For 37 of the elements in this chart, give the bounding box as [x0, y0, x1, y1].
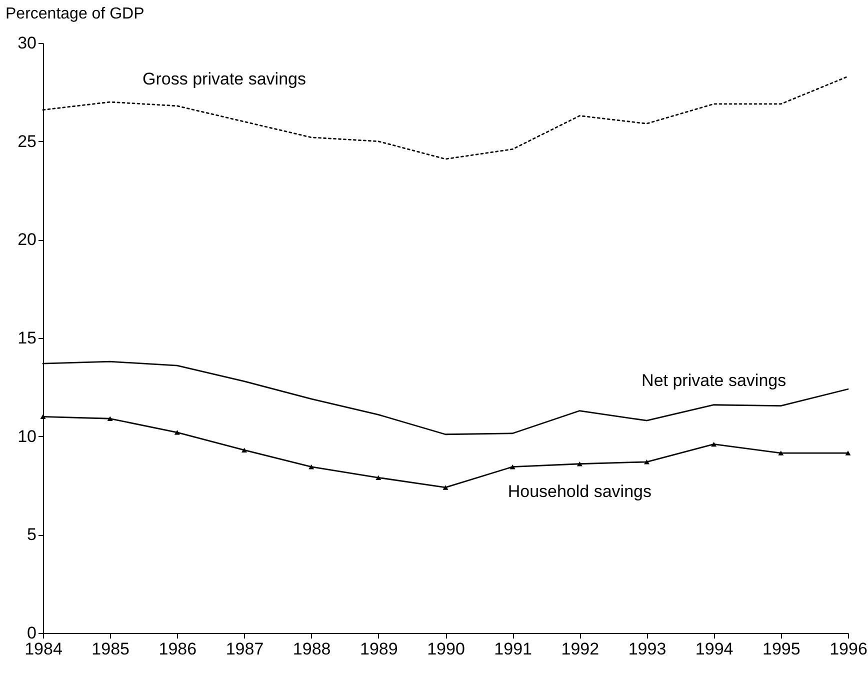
point [711, 442, 717, 447]
series-label: Gross private savings [142, 70, 306, 89]
x-tick-label: 1990 [427, 640, 465, 658]
point [442, 485, 448, 490]
x-tick-label: 1994 [695, 640, 734, 658]
x-tick-label: 1991 [494, 640, 532, 658]
x-tick-label: 1988 [292, 640, 331, 658]
x-tick-label: 1996 [830, 640, 868, 658]
x-tick-label: 1992 [561, 640, 600, 658]
y-tick-label: 10 [18, 426, 36, 446]
point [308, 464, 314, 470]
x-tick-label: 1984 [24, 640, 62, 658]
x-tick-label: 1985 [92, 640, 130, 658]
x-tick-label: 1995 [762, 640, 800, 658]
point [778, 450, 784, 456]
point [845, 450, 851, 456]
point [174, 430, 180, 435]
series-label: Net private savings [642, 370, 786, 390]
y-tick-label: 25 [18, 132, 36, 151]
x-tick-label: 1989 [360, 640, 398, 658]
y-axis-title: Percentage of GDP [6, 6, 144, 22]
x-tick-label: 1986 [158, 640, 197, 658]
point [107, 416, 113, 422]
x-tick-label: 1987 [226, 640, 264, 658]
y-tick-label: 15 [18, 328, 36, 348]
point [242, 448, 247, 452]
point [376, 475, 382, 480]
y-tick-label: 30 [18, 34, 36, 52]
series-label: Household savings [508, 482, 652, 501]
point [510, 464, 516, 470]
y-tick-label: 20 [18, 230, 36, 250]
point [40, 414, 46, 420]
point [644, 460, 650, 464]
point [576, 461, 582, 466]
x-tick-label: 1993 [628, 640, 666, 658]
y-tick-label: 5 [27, 525, 36, 544]
y-tick-label: 0 [27, 624, 36, 642]
